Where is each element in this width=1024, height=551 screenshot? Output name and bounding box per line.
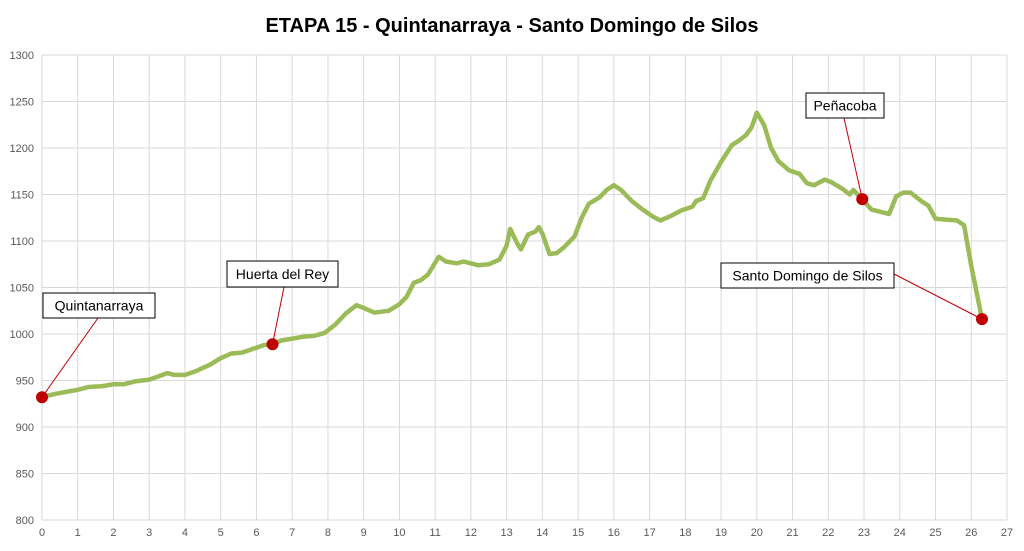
location-marker	[856, 193, 869, 206]
x-tick-label: 2	[110, 527, 116, 539]
annotation-label: Santo Domingo de Silos	[732, 268, 882, 284]
y-tick-label: 900	[16, 422, 34, 434]
annotation-box	[720, 262, 895, 289]
annotation-label: Huerta del Rey	[236, 266, 329, 282]
x-tick-label: 0	[39, 527, 45, 539]
x-tick-label: 27	[1001, 527, 1013, 539]
location-marker	[36, 391, 48, 404]
x-tick-label: 8	[325, 527, 331, 539]
y-tick-label: 1000	[10, 329, 34, 341]
location-marker	[975, 313, 988, 326]
leader-line	[893, 273, 983, 320]
x-tick-label: 26	[965, 527, 977, 539]
x-tick-label: 12	[465, 527, 477, 539]
y-tick-label: 1300	[10, 50, 34, 62]
x-tick-label: 11	[429, 527, 440, 539]
x-tick-label: 20	[751, 527, 763, 539]
x-tick-label: 6	[253, 527, 259, 539]
x-tick-label: 14	[536, 527, 548, 539]
x-tick-label: 9	[361, 527, 367, 539]
y-tick-label: 1050	[10, 283, 34, 295]
x-tick-label: 7	[289, 527, 295, 539]
y-tick-label: 1100	[10, 236, 34, 248]
x-tick-label: 25	[929, 527, 941, 539]
y-tick-label: 850	[16, 469, 34, 481]
x-axis-ticks: 0 1 2 3 4 5 6 7 8 9 10 11 12 13 14 15 16 17 18 19 20 21 22 23 24…	[39, 527, 1013, 539]
leader-line	[272, 286, 285, 345]
x-tick-label: 18	[679, 527, 691, 539]
x-tick-label: 22	[822, 527, 834, 539]
annotation-box	[42, 292, 156, 319]
x-tick-label: 1	[75, 527, 81, 539]
annotation-box	[805, 92, 885, 119]
x-tick-label: 5	[218, 527, 224, 539]
annotations: Quintanarraya Huerta del Rey Peñacoba Santo…	[36, 92, 988, 404]
x-tick-label: 17	[643, 527, 655, 539]
annotation-label: Peñacoba	[813, 98, 876, 114]
x-tick-label: 24	[894, 527, 906, 539]
y-tick-label: 950	[16, 376, 34, 388]
chart-title: ETAPA 15 - Quintanarraya - Santo Domingo…	[265, 15, 758, 37]
x-tick-label: 19	[715, 527, 727, 539]
x-tick-label: 10	[393, 527, 405, 539]
x-tick-label: 3	[146, 527, 152, 539]
leader-line	[41, 317, 99, 398]
location-marker	[266, 338, 279, 351]
x-tick-label: 13	[501, 527, 513, 539]
annotation-label: Quintanarraya	[55, 298, 144, 314]
y-tick-label: 1250	[10, 97, 34, 109]
elevation-line	[39, 110, 985, 400]
y-axis-ticks: 800 850 900 950 1000 1050 1100 1150 1200 1250 1300	[10, 50, 34, 527]
annotation-box	[226, 260, 339, 288]
leader-line	[843, 117, 863, 200]
y-tick-label: 1150	[10, 190, 34, 202]
x-tick-label: 15	[572, 527, 584, 539]
x-tick-label: 4	[182, 527, 188, 539]
x-tick-label: 21	[786, 527, 798, 539]
y-tick-label: 1200	[10, 143, 34, 155]
x-tick-label: 16	[608, 527, 620, 539]
x-tick-label: 23	[858, 527, 870, 539]
y-tick-label: 800	[16, 515, 34, 527]
